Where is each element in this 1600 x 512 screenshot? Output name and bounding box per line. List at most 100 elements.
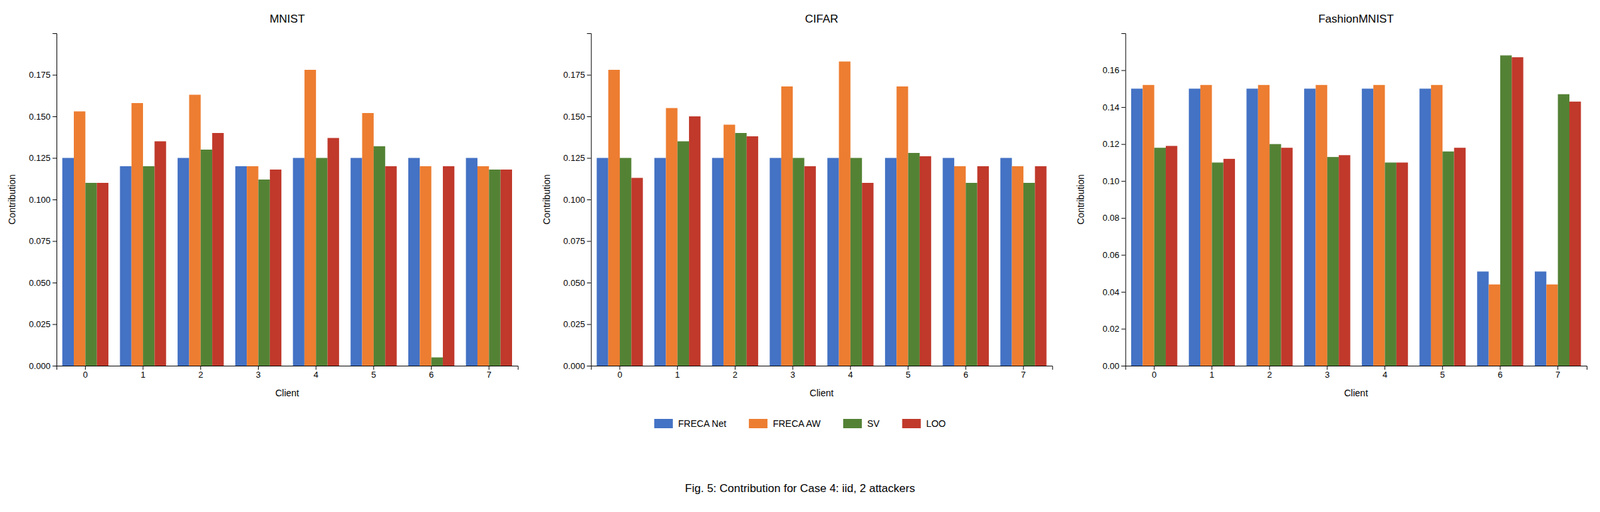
- tick-label: 4: [313, 369, 319, 380]
- tick-label: 0.06: [1102, 250, 1120, 261]
- legend-swatch: [748, 418, 768, 429]
- bar: [442, 166, 455, 366]
- tick: 0: [83, 365, 88, 380]
- bar: [142, 166, 155, 366]
- tick-label: 0.00: [1102, 361, 1120, 372]
- tick-mark: [373, 365, 374, 370]
- bar: [258, 179, 270, 366]
- tick: 5: [371, 365, 376, 380]
- tick: 6: [1497, 365, 1503, 380]
- tick: 0.08: [1102, 212, 1126, 223]
- tick: 0: [1151, 365, 1157, 380]
- bar: [827, 158, 839, 367]
- tick: 4: [313, 365, 319, 380]
- tick-label: 0.100: [563, 194, 586, 205]
- bar: [62, 158, 74, 367]
- tick: 3: [256, 365, 261, 380]
- y-axis-title: Contribution: [6, 174, 18, 225]
- tick-mark: [1384, 365, 1386, 370]
- tick: 0.100: [563, 194, 592, 205]
- bar: [850, 158, 862, 367]
- title: FashionMNIST: [1318, 12, 1394, 26]
- tick-label: 1: [140, 369, 145, 380]
- tick-label: 0.025: [28, 319, 51, 330]
- tick: 0.150: [28, 111, 57, 122]
- legend-swatch: [902, 418, 922, 429]
- legend-swatch: [843, 418, 862, 429]
- tick-label: 0.10: [1102, 176, 1120, 187]
- tick-label: 4: [847, 369, 853, 380]
- bar: [188, 95, 201, 367]
- tick: 1: [674, 365, 680, 380]
- tick: 0.150: [563, 111, 592, 122]
- tick-mark: [1326, 365, 1328, 370]
- bar: [1361, 88, 1374, 366]
- tick-label: 0.14: [1102, 102, 1120, 113]
- bar: [1280, 147, 1293, 366]
- tick-mark: [1211, 365, 1213, 370]
- bar: [269, 169, 282, 366]
- tick-mark: [1022, 365, 1024, 370]
- bar: [942, 158, 955, 367]
- tick-label: 0.000: [563, 361, 586, 372]
- tick-mark: [52, 365, 57, 367]
- tick-mark: [1557, 365, 1559, 370]
- bar: [85, 182, 97, 366]
- tick-label: 3: [256, 369, 261, 380]
- tick-label: 0.04: [1102, 287, 1120, 298]
- bar: [1534, 271, 1547, 366]
- tick-label: 3: [790, 369, 796, 380]
- bar: [1246, 88, 1258, 366]
- tick-mark: [1442, 365, 1444, 370]
- tick-label: 0.150: [28, 111, 51, 122]
- tick: 0.00: [1102, 361, 1126, 372]
- tick: 0.10: [1102, 176, 1126, 187]
- tick-label: 0.100: [28, 194, 51, 205]
- bar: [885, 158, 897, 367]
- bar: [119, 166, 132, 366]
- y-axis-title: Contribution: [1075, 174, 1086, 225]
- legend-label: SV: [867, 418, 880, 429]
- bar: [500, 169, 513, 366]
- tick-label: 0.12: [1102, 138, 1120, 149]
- bar-series: [1165, 57, 1581, 366]
- tick-label: 0.125: [563, 152, 586, 163]
- tick: 6: [428, 365, 434, 380]
- bar: [654, 158, 666, 367]
- tick-mark: [430, 365, 432, 370]
- tick: 0.125: [28, 152, 57, 163]
- axis-line: [52, 33, 58, 367]
- bar: [781, 86, 793, 366]
- tick-label: 5: [1440, 369, 1446, 380]
- tick-label: 0.150: [563, 111, 586, 122]
- tick: 2: [732, 365, 738, 380]
- bar: [608, 69, 620, 366]
- tick: 0.025: [28, 319, 57, 330]
- bar-series: [619, 133, 1035, 366]
- tick-mark: [52, 324, 57, 326]
- caption: Fig. 5: Contribution for Case 4: iid, 2 …: [684, 482, 916, 495]
- tick: 0.16: [1102, 65, 1126, 76]
- bar: [619, 158, 632, 367]
- tick: 0.050: [28, 277, 57, 288]
- tick: 0.06: [1102, 250, 1126, 261]
- legend-entry: SV: [843, 418, 880, 429]
- tick-mark: [1121, 144, 1126, 145]
- bar: [327, 138, 340, 367]
- tick: 5: [905, 365, 911, 380]
- bar-series: [97, 133, 513, 366]
- bar-series: [73, 69, 489, 366]
- bar: [1154, 147, 1166, 366]
- bar: [1327, 156, 1339, 366]
- tick-mark: [200, 365, 201, 370]
- x-axis: 01234567: [1125, 365, 1588, 380]
- tick-mark: [1153, 365, 1155, 370]
- axis-line: [57, 366, 519, 371]
- tick: 0.075: [563, 236, 592, 247]
- bar: [769, 158, 781, 367]
- bar: [1385, 162, 1397, 366]
- bar: [362, 113, 374, 366]
- tick-label: 0.050: [28, 277, 51, 288]
- bar: [1454, 147, 1466, 366]
- bars: [1131, 55, 1581, 366]
